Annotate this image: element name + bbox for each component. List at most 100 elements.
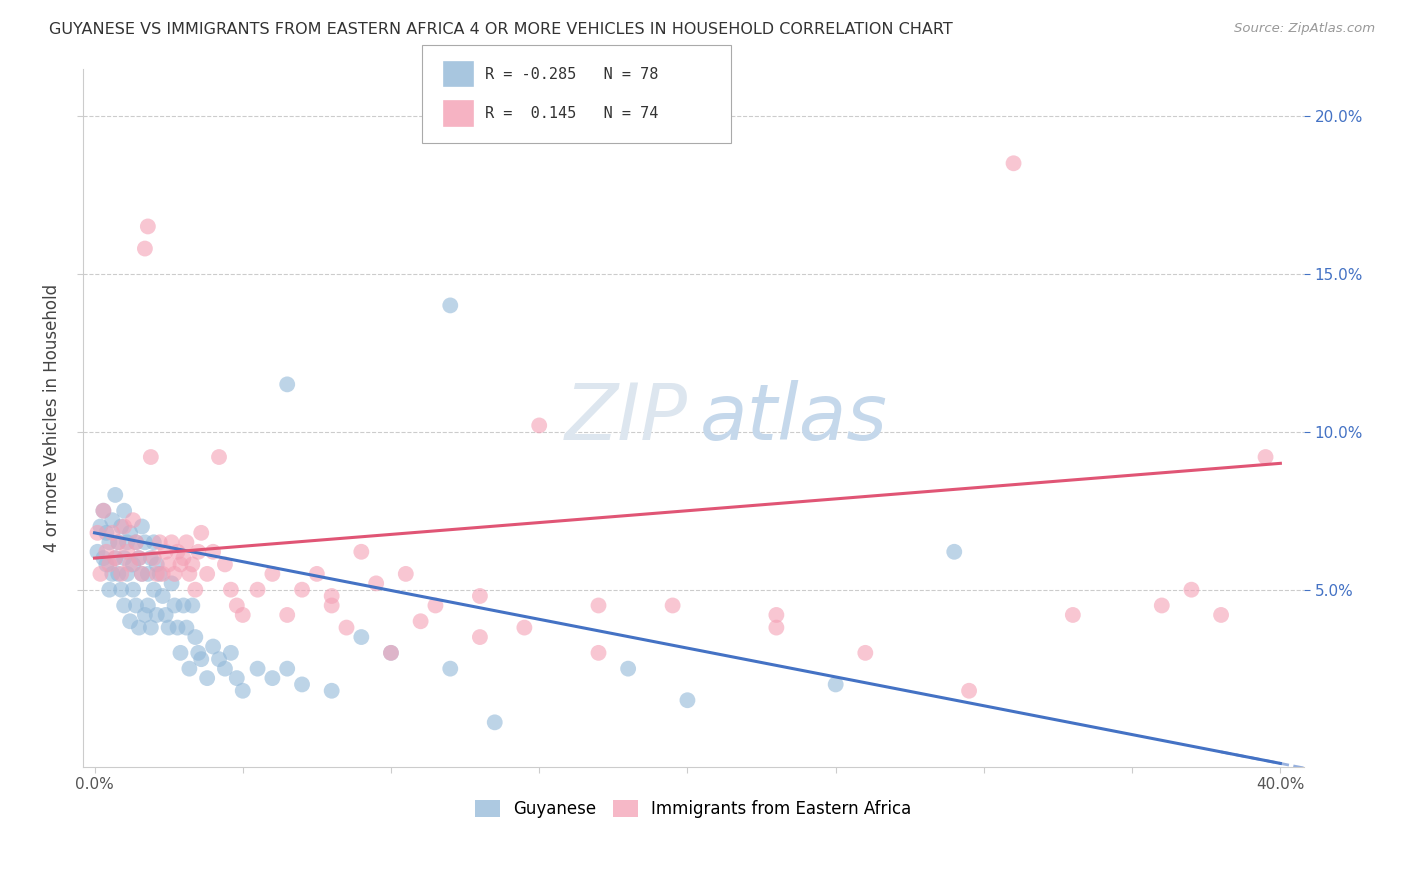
Point <box>529 418 551 433</box>
Point <box>89 566 111 581</box>
Point <box>142 551 165 566</box>
Point <box>131 519 153 533</box>
Point <box>350 545 373 559</box>
Point <box>232 607 254 622</box>
Point <box>765 607 787 622</box>
Point <box>765 621 787 635</box>
Point <box>484 715 506 730</box>
Point <box>110 582 132 597</box>
Point <box>262 671 284 685</box>
Point <box>96 558 118 572</box>
Point <box>195 566 218 581</box>
Point <box>112 551 135 566</box>
Point <box>225 599 247 613</box>
Point <box>136 219 159 234</box>
Point <box>112 504 135 518</box>
Point <box>588 599 610 613</box>
Point <box>169 646 191 660</box>
Point <box>93 504 115 518</box>
Text: R = -0.285   N = 78: R = -0.285 N = 78 <box>485 67 658 81</box>
Point <box>335 621 357 635</box>
Point <box>1062 607 1084 622</box>
Point <box>110 519 132 533</box>
Point <box>142 535 165 549</box>
Point <box>89 519 111 533</box>
Point <box>101 525 124 540</box>
Point <box>262 566 284 581</box>
Point <box>1150 599 1173 613</box>
Point <box>225 671 247 685</box>
Text: atlas: atlas <box>699 379 887 456</box>
Point <box>305 566 328 581</box>
Point <box>120 558 142 572</box>
Point <box>588 646 610 660</box>
Point <box>202 545 225 559</box>
Point <box>98 535 121 549</box>
Text: R =  0.145   N = 74: R = 0.145 N = 74 <box>485 106 658 120</box>
Point <box>676 693 699 707</box>
Legend: Guyanese, Immigrants from Eastern Africa: Guyanese, Immigrants from Eastern Africa <box>468 793 918 824</box>
Point <box>98 582 121 597</box>
Point <box>513 621 536 635</box>
Point <box>131 566 153 581</box>
Point <box>468 630 491 644</box>
Point <box>128 551 150 566</box>
Point <box>149 566 172 581</box>
Point <box>1209 607 1232 622</box>
Point <box>112 599 135 613</box>
Point <box>291 582 314 597</box>
Point <box>125 599 148 613</box>
Point <box>125 535 148 549</box>
Point <box>232 683 254 698</box>
Point <box>957 683 980 698</box>
Point <box>276 607 298 622</box>
Point <box>104 551 127 566</box>
Point <box>157 621 180 635</box>
Point <box>321 683 343 698</box>
Point <box>115 566 138 581</box>
Point <box>112 519 135 533</box>
Point <box>136 566 159 581</box>
Point <box>139 450 162 464</box>
Point <box>214 558 236 572</box>
Point <box>122 582 145 597</box>
Point <box>145 558 167 572</box>
Y-axis label: 4 or more Vehicles in Household: 4 or more Vehicles in Household <box>44 284 60 551</box>
Point <box>190 525 212 540</box>
Point <box>181 599 204 613</box>
Point <box>439 298 461 312</box>
Point <box>107 535 129 549</box>
Point <box>824 677 846 691</box>
Point <box>134 242 156 256</box>
Point <box>107 566 129 581</box>
Point <box>425 599 447 613</box>
Point <box>380 646 402 660</box>
Point <box>120 614 142 628</box>
Point <box>246 662 269 676</box>
Point <box>104 551 127 566</box>
Point <box>131 566 153 581</box>
Point <box>145 607 167 622</box>
Point <box>145 566 167 581</box>
Point <box>468 589 491 603</box>
Point <box>439 662 461 676</box>
Point <box>943 545 966 559</box>
Point <box>155 545 177 559</box>
Point <box>1002 156 1025 170</box>
Point <box>1180 582 1202 597</box>
Point <box>157 558 180 572</box>
Point <box>202 640 225 654</box>
Point <box>172 551 194 566</box>
Point <box>128 621 150 635</box>
Point <box>169 558 191 572</box>
Point <box>152 566 174 581</box>
Point <box>120 525 142 540</box>
Point <box>214 662 236 676</box>
Point <box>181 558 204 572</box>
Point <box>195 671 218 685</box>
Point <box>321 599 343 613</box>
Point <box>380 646 402 660</box>
Point <box>179 662 201 676</box>
Point <box>93 504 115 518</box>
Point <box>208 652 231 666</box>
